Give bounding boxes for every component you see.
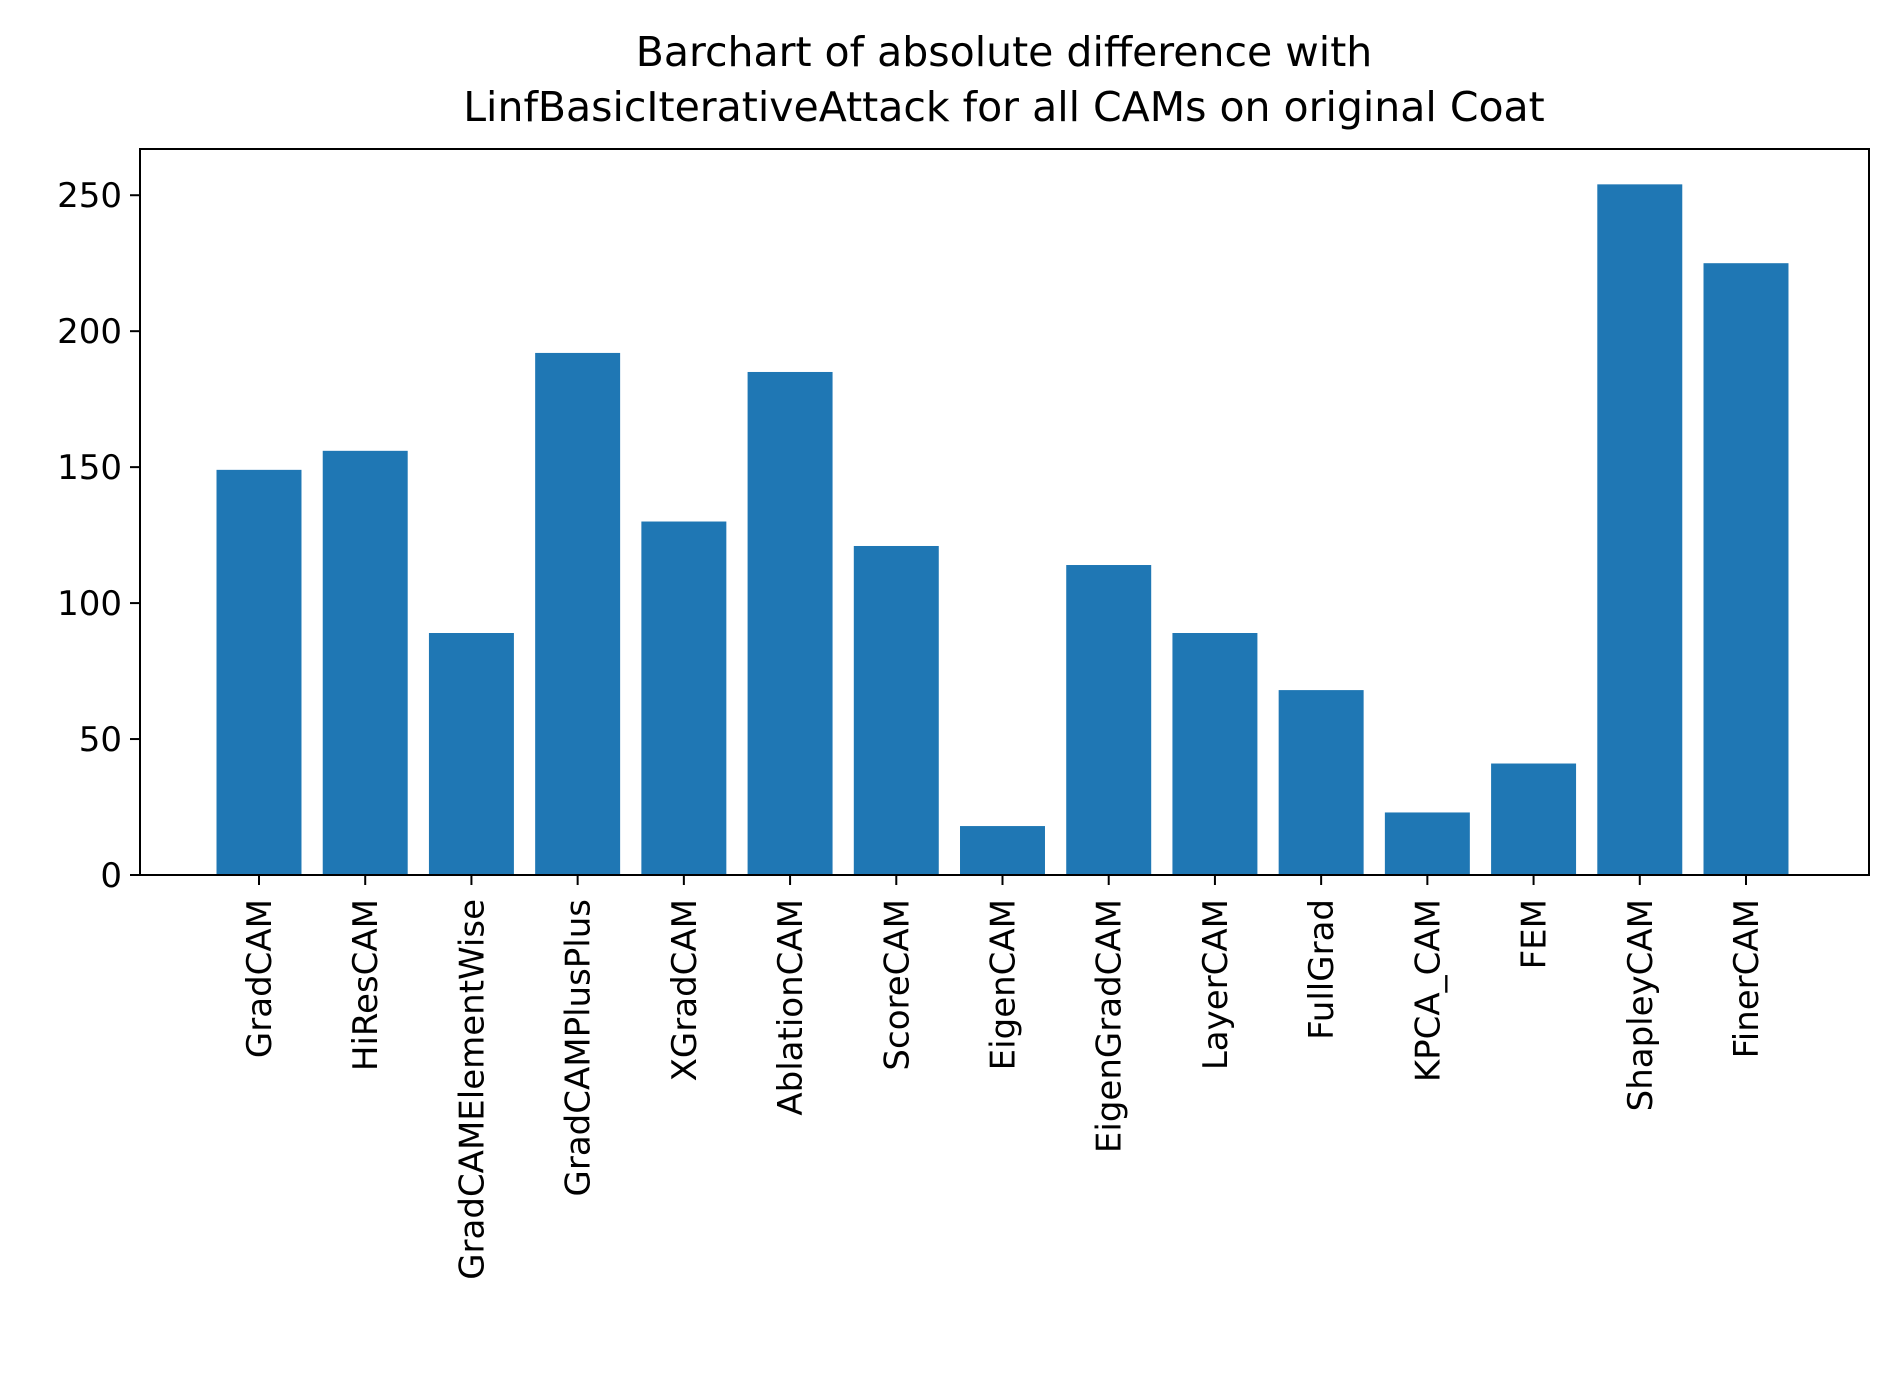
x-tick-label-ablationcam: AblationCAM	[771, 899, 811, 1116]
y-tick-label: 200	[57, 312, 122, 352]
x-tick-label-fullgrad: FullGrad	[1302, 899, 1342, 1040]
bar-fullgrad	[1278, 690, 1364, 875]
x-tick-label-eigencam: EigenCAM	[984, 899, 1024, 1070]
x-tick-label-scorecam: ScoreCAM	[877, 899, 917, 1071]
x-tick-label-eigengradcam: EigenGradCAM	[1090, 899, 1130, 1153]
bar-ablationcam	[747, 371, 833, 875]
y-tick-label: 0	[100, 856, 122, 896]
bar-shapleycam	[1597, 184, 1683, 876]
bar-fem	[1491, 763, 1577, 875]
x-axis: GradCAM HiResCAM GradCAMElementWise GradCAM…	[240, 875, 1767, 1280]
x-tick-label-gradcamelementwise: GradCAMElementWise	[452, 899, 492, 1280]
bar-eigencam	[960, 826, 1045, 875]
bar-gradcamplusplus	[535, 352, 621, 875]
x-tick-label-finercam: FinerCAM	[1727, 899, 1767, 1058]
bar-scorecam	[853, 545, 939, 875]
bar-finercam	[1703, 263, 1789, 875]
y-tick-label: 100	[57, 584, 122, 624]
bar-hirescam	[322, 450, 408, 875]
x-tick-label-shapleycam: ShapleyCAM	[1621, 899, 1661, 1111]
chart-title-line-1: Barchart of absolute difference with	[636, 28, 1373, 76]
bar-layercam	[1172, 633, 1258, 875]
x-tick-label-gradcam: GradCAM	[240, 899, 280, 1058]
y-tick-label: 150	[57, 448, 122, 488]
x-tick-label-xgradcam: XGradCAM	[665, 899, 705, 1081]
bar-gradcamelementwise	[428, 633, 514, 875]
bar-eigengradcam	[1066, 565, 1152, 875]
bar-kpca_cam	[1384, 812, 1470, 875]
bars	[216, 184, 1789, 876]
plot-frame	[139, 148, 1870, 876]
chart-title-line-2: LinfBasicIterativeAttack for all CAMs on…	[463, 83, 1545, 131]
x-tick-label-hirescam: HiResCAM	[346, 899, 386, 1071]
y-tick-label: 250	[57, 176, 122, 216]
y-tick-label: 50	[79, 720, 122, 760]
x-tick-label-layercam: LayerCAM	[1196, 899, 1236, 1070]
y-axis: 0 50 100 150 200 250	[57, 176, 140, 896]
chart-title: Barchart of absolute difference with Lin…	[463, 28, 1545, 131]
x-tick-label-fem: FEM	[1515, 899, 1555, 969]
bar-xgradcam	[641, 521, 727, 875]
x-tick-label-kpca_cam: KPCA_CAM	[1408, 899, 1448, 1082]
bar-gradcam	[216, 469, 302, 875]
x-tick-label-gradcamplusplus: GradCAMPlusPlus	[559, 899, 599, 1197]
